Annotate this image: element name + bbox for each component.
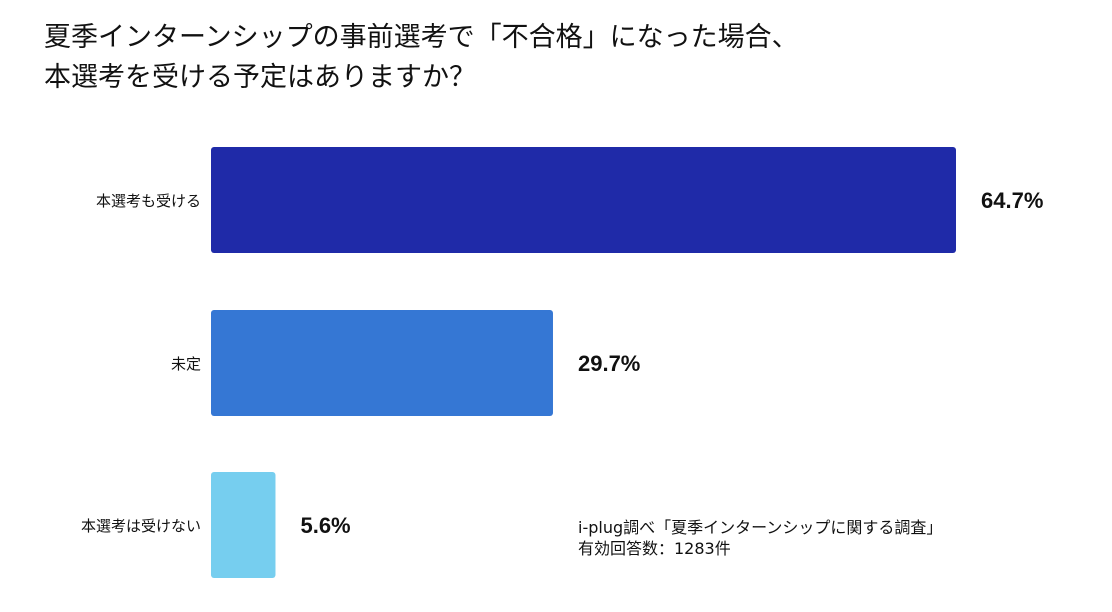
category-label-1: 本選考も受ける bbox=[96, 192, 201, 210]
category-label-3: 本選考は受けない bbox=[81, 517, 201, 535]
value-label-3: 5.6% bbox=[300, 513, 350, 538]
value-label-1: 64.7% bbox=[981, 188, 1043, 213]
bar-3 bbox=[211, 472, 276, 578]
bar-1 bbox=[211, 147, 956, 253]
category-label-2: 未定 bbox=[171, 355, 201, 373]
respondent-count-line: 有効回答数：1283件 bbox=[578, 539, 731, 558]
title-line-2: 本選考を受ける予定はありますか？ bbox=[44, 62, 476, 93]
title-line-1: 夏季インターンシップの事前選考で「不合格」になった場合、 bbox=[44, 22, 799, 53]
source-line: i-plug調べ「夏季インターンシップに関する調査」 bbox=[578, 518, 943, 537]
bar-2 bbox=[211, 310, 553, 416]
chart-title: 夏季インターンシップの事前選考で「不合格」になった場合、 本選考を受ける予定はあ… bbox=[44, 18, 799, 98]
value-label-2: 29.7% bbox=[578, 351, 640, 376]
source-note: i-plug調べ「夏季インターンシップに関する調査」 有効回答数：1283件 bbox=[578, 517, 942, 559]
